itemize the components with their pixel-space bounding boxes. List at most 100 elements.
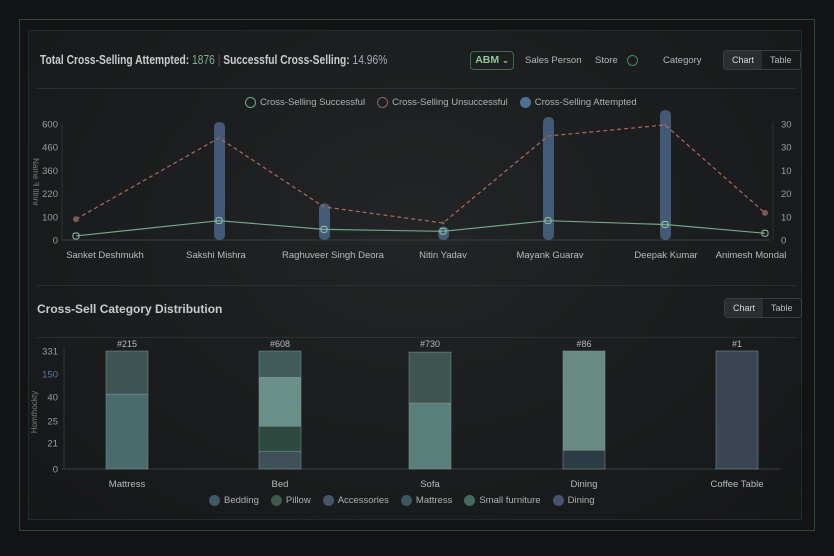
divider (37, 337, 797, 338)
tab-table[interactable]: Table (770, 55, 792, 65)
legend-label: Dining (567, 495, 595, 506)
x-tick-label: Nitin Yadav (419, 250, 467, 261)
divider (37, 285, 797, 286)
successful-point (320, 225, 328, 233)
legend-label: Small furniture (479, 495, 541, 506)
outer-frame (19, 19, 815, 531)
circle-icon (322, 495, 334, 506)
bar-segment (408, 402, 452, 470)
y-tick: 150 (42, 370, 58, 381)
legend-item[interactable]: Dining (552, 495, 595, 506)
filter-store[interactable]: Store (595, 55, 618, 66)
abm-dropdown[interactable]: ABM ⌄ (470, 51, 514, 70)
y-tick-left: 0 (53, 236, 58, 247)
y-tick-left: 600 (42, 120, 58, 131)
x-tick-label: Sofa (420, 479, 440, 490)
y-tick: 40 (47, 393, 58, 404)
summary-header: Total Cross-Selling Attempted: 1876 | Su… (40, 53, 387, 67)
successful-line (75, 220, 766, 237)
y-tick: 21 (47, 439, 58, 450)
view-toggle-top: Chart Table (723, 50, 801, 70)
y-tick-right: 0 (781, 236, 786, 247)
y-tick: 0 (53, 465, 58, 476)
bar-top-label: #1 (732, 339, 742, 349)
successful-point (215, 217, 223, 225)
legend-item-successful[interactable]: Cross-Selling Successful (245, 97, 365, 108)
bar-segment (105, 350, 149, 395)
x-tick-label: Animesh Mondal (716, 250, 787, 261)
filter-sales-person[interactable]: Sales Person (525, 55, 582, 66)
successful-point (661, 221, 669, 229)
bar-segment (258, 425, 302, 452)
y-tick-right: 10 (781, 212, 792, 223)
bar-top-label: #215 (117, 339, 137, 349)
legend-label: Cross-Selling Unsuccessful (392, 97, 508, 108)
x-tick-label: Coffee Table (711, 479, 764, 490)
bar-top-label: #608 (270, 339, 290, 349)
successful-point (761, 229, 769, 237)
view-toggle-bottom: Chart Table (724, 298, 802, 318)
circle-icon (245, 97, 256, 108)
bar-segment (562, 350, 606, 451)
bar-chart-legend: Bedding Pillow Accessories Mattress Small fu… (209, 495, 595, 506)
legend-item-unsuccessful[interactable]: Cross-Selling Unsuccessful (377, 97, 508, 108)
bar-segment (258, 350, 302, 378)
circle-icon (270, 495, 282, 506)
circle-icon (464, 495, 476, 506)
unsuccessful-point (762, 209, 768, 216)
y-tick-left: 100 (42, 212, 58, 223)
attempted-bar (214, 122, 225, 240)
legend-label: Accessories (337, 495, 389, 506)
x-tick-label: Mattress (109, 479, 146, 490)
legend-item[interactable]: Small furniture (464, 495, 541, 506)
y-tick-right: 30 (781, 143, 792, 154)
x-tick-label: Bed (272, 479, 289, 490)
attempted-bar (543, 117, 554, 240)
tab-table[interactable]: Table (771, 303, 793, 313)
unsuccessful-point (663, 123, 667, 127)
filter-category[interactable]: Category (663, 55, 702, 66)
bar-segment (258, 450, 302, 470)
circle-icon (209, 495, 220, 506)
legend-label: Pillow (285, 495, 311, 506)
tab-chart[interactable]: Chart (725, 299, 764, 317)
circle-icon (377, 97, 389, 108)
chevron-down-icon: ⌄ (502, 56, 509, 65)
circle-icon (400, 495, 412, 506)
x-tick-label: Raghuveer Singh Deora (282, 250, 385, 261)
x-tick-label: Deepak Kumar (634, 250, 697, 261)
attempted-value: 1876 (192, 53, 215, 67)
abm-label: ABM (475, 54, 500, 66)
section-title: Cross-Sell Category Distribution (37, 302, 223, 316)
attempted-label: Total Cross-Selling Attempted: (40, 53, 190, 67)
y-tick-left: 360 (42, 166, 58, 177)
legend-label: Cross-Selling Attempted (534, 97, 637, 108)
legend-item[interactable]: Accessories (322, 495, 389, 506)
success-label: Successful Cross-Selling: (223, 53, 350, 67)
unsuccessful-point (441, 221, 445, 225)
y-tick-right: 30 (781, 120, 792, 131)
tab-chart[interactable]: Chart (724, 51, 763, 69)
attempted-bar (660, 110, 671, 240)
bar-segment (258, 377, 302, 427)
y-tick: 25 (47, 417, 58, 428)
unsuccessful-point (322, 205, 326, 209)
y-tick-right: 20 (781, 189, 792, 200)
x-tick-label: Mayank Guarav (516, 250, 583, 261)
legend-item-attempted[interactable]: Cross-Selling Attempted (519, 97, 637, 108)
bar-segment (105, 393, 149, 470)
legend-item[interactable]: Mattress (400, 495, 452, 506)
legend-item[interactable]: Pillow (270, 495, 311, 506)
x-tick-label: Dining (571, 479, 598, 490)
x-tick-label: Sakshi Mishra (186, 250, 246, 261)
stacked-bar-chart: 331 150 40 25 21 0 Homthockty #215 Mattress #608 B… (30, 339, 780, 490)
separator: | (217, 53, 221, 67)
bar-segment (715, 350, 759, 470)
circle-icon (519, 97, 531, 108)
y-tick-left: 460 (42, 143, 58, 154)
store-radio[interactable] (627, 55, 638, 66)
y-tick-left: 220 (42, 189, 58, 200)
divider (37, 88, 797, 89)
legend-item[interactable]: Bedding (209, 495, 259, 506)
